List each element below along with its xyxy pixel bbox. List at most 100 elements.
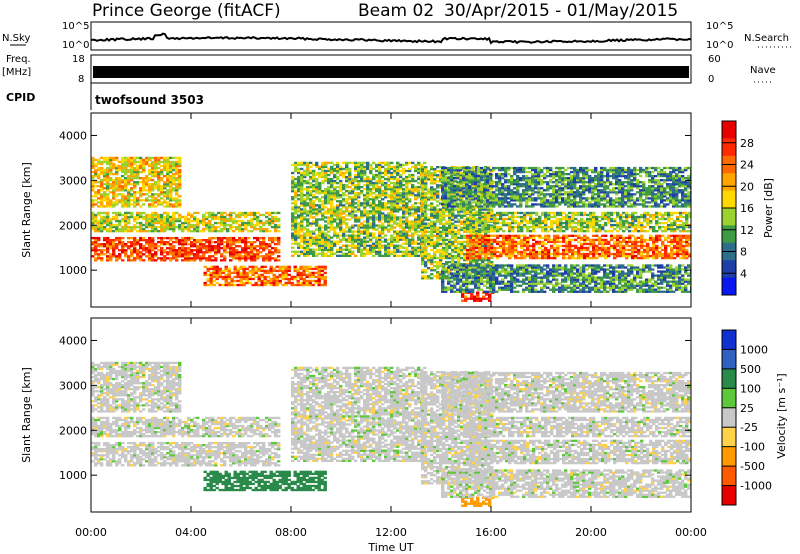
power-cell xyxy=(227,267,231,271)
power-cell xyxy=(318,204,322,207)
power-cell xyxy=(169,183,173,186)
power-cell xyxy=(580,256,584,260)
power-cell xyxy=(166,168,170,172)
power-cell xyxy=(241,229,245,233)
power-cell xyxy=(315,228,319,231)
power-cell xyxy=(451,226,455,229)
power-cell xyxy=(245,275,249,279)
power-cell xyxy=(583,252,587,256)
power-cell xyxy=(121,164,125,168)
power-cell xyxy=(106,259,110,262)
power-cell xyxy=(205,238,209,242)
power-cell xyxy=(294,183,298,187)
power-cell xyxy=(121,225,125,229)
power-cell xyxy=(94,203,98,206)
power-cell xyxy=(148,249,152,252)
power-cell xyxy=(351,246,355,249)
power-cell xyxy=(460,202,464,205)
power-cell xyxy=(242,269,246,273)
power-cell xyxy=(357,181,361,185)
power-cell xyxy=(112,191,116,194)
power-cell xyxy=(354,175,358,179)
power-cell xyxy=(299,267,303,271)
power-cell xyxy=(607,242,611,246)
power-cell xyxy=(300,192,304,195)
power-cell xyxy=(351,210,355,213)
power-cell xyxy=(103,195,107,198)
power-cell xyxy=(145,219,149,223)
power-cell xyxy=(342,222,346,225)
power-cell xyxy=(469,262,473,266)
power-cell xyxy=(369,238,373,241)
power-cell xyxy=(94,229,98,233)
power-cell xyxy=(323,267,327,271)
power-cell xyxy=(405,208,409,211)
power-cell xyxy=(417,230,421,233)
power-cell xyxy=(387,228,391,231)
power-cell xyxy=(244,221,248,225)
power-cell xyxy=(133,172,137,176)
power-cell xyxy=(357,204,361,207)
power-cell xyxy=(315,163,319,167)
power-cell xyxy=(178,227,182,231)
power-cell xyxy=(256,245,260,248)
power-cell xyxy=(472,246,476,250)
power-cell xyxy=(451,258,455,262)
power-cell xyxy=(363,194,367,197)
power-cell xyxy=(139,253,143,256)
power-cell xyxy=(148,213,152,217)
power-cell xyxy=(363,161,367,165)
power-cell xyxy=(478,192,482,195)
power-cell xyxy=(109,158,113,162)
power-cell xyxy=(360,242,364,245)
power-cell xyxy=(109,229,113,233)
power-cell xyxy=(262,229,266,233)
power-cell xyxy=(354,185,358,189)
power-cell xyxy=(357,163,361,167)
power-cell xyxy=(145,179,149,182)
power-cell xyxy=(433,182,437,185)
power-cell xyxy=(203,273,207,277)
power-cell xyxy=(523,236,527,240)
power-cell xyxy=(315,222,319,225)
power-cell xyxy=(348,169,352,173)
power-cell xyxy=(232,257,236,260)
power-cell xyxy=(202,215,206,219)
power-cell xyxy=(414,202,418,205)
power-cell xyxy=(163,236,167,240)
power-cell xyxy=(211,240,215,244)
power-cell xyxy=(327,181,331,185)
power-cell xyxy=(274,243,278,246)
power-cell xyxy=(271,257,275,260)
power-cell xyxy=(259,227,263,231)
power-cell xyxy=(277,238,281,242)
power-cell xyxy=(172,245,176,248)
power-cell xyxy=(284,267,288,271)
power-cell xyxy=(193,259,197,262)
power-cell xyxy=(284,273,288,277)
power-cell xyxy=(342,183,346,187)
power-cell xyxy=(272,267,276,271)
power-cell xyxy=(439,234,443,238)
power-cell xyxy=(393,177,397,181)
power-cell xyxy=(193,215,197,219)
power-cell xyxy=(154,211,158,215)
power-cell xyxy=(372,192,376,195)
power-cell xyxy=(91,227,95,231)
power-cell xyxy=(151,195,155,198)
power-cell xyxy=(109,191,113,194)
power-cell xyxy=(205,227,209,231)
power-cell xyxy=(384,177,388,181)
power-cell xyxy=(511,244,515,248)
nsky-tick-bottom: 10^0 xyxy=(62,40,89,51)
power-cell xyxy=(172,187,176,190)
power-cell xyxy=(378,252,382,255)
power-cell xyxy=(166,197,170,200)
power-cell xyxy=(433,252,437,256)
power-cell xyxy=(112,189,116,192)
power-cell xyxy=(424,238,428,242)
power-cell xyxy=(384,214,388,217)
power-cell xyxy=(242,273,246,277)
power-cell xyxy=(106,245,110,248)
power-cell xyxy=(384,173,388,177)
